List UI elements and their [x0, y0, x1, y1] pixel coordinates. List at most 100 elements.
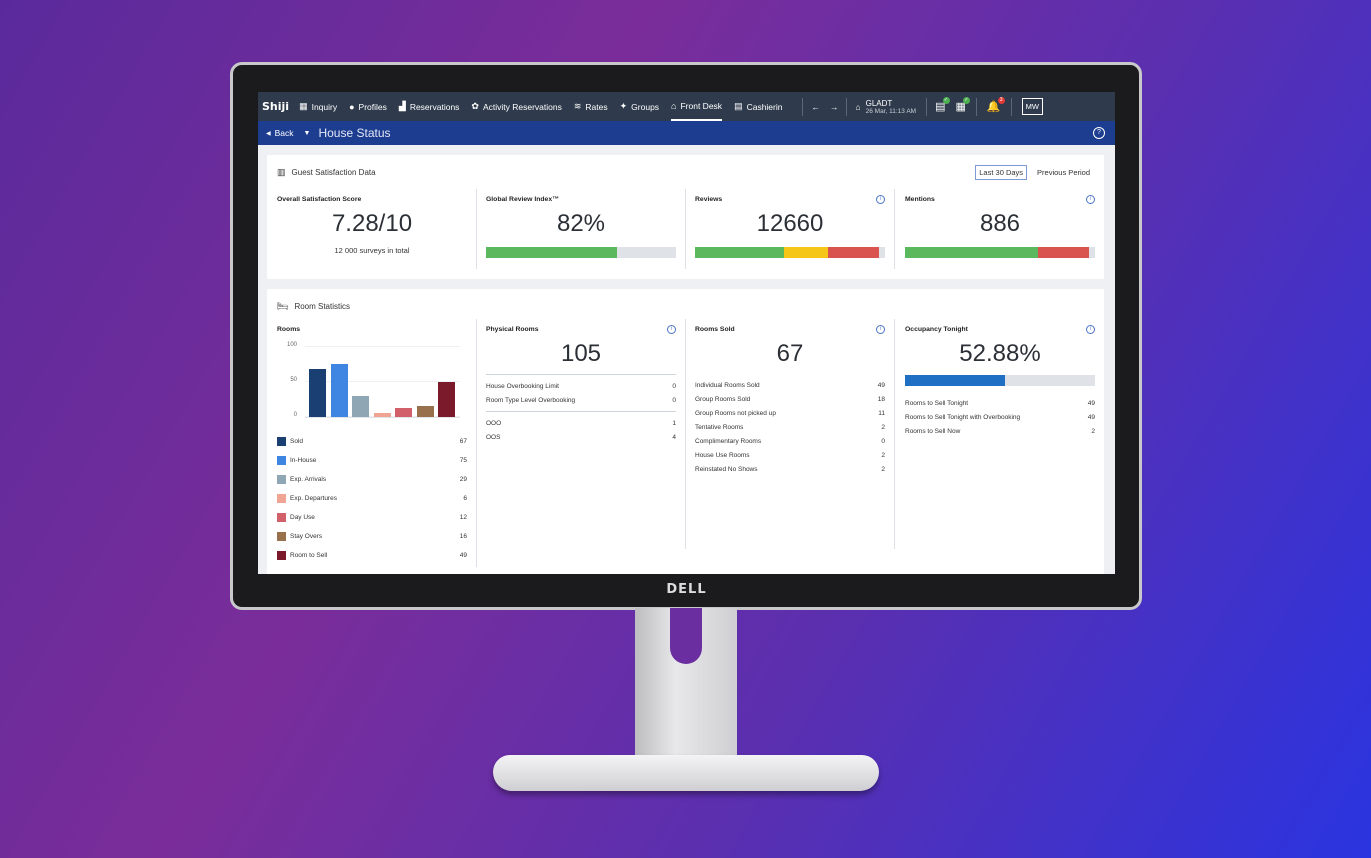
nav-divider: [926, 97, 928, 116]
housekeeping-status-icon[interactable]: ▤ ✓: [935, 97, 950, 113]
chart-bar-day-use[interactable]: [395, 408, 412, 417]
stat-row: Rooms to Sell Tonight 49: [905, 396, 1095, 410]
divider: [685, 319, 686, 549]
chart-bar-sold[interactable]: [309, 369, 326, 417]
dropdown-caret-icon[interactable]: ▼: [303, 129, 311, 137]
stat-label: OOO: [486, 419, 502, 427]
help-icon[interactable]: ?: [1093, 127, 1105, 139]
reviews-bar-segment: [879, 247, 885, 258]
nav-item-inquiry[interactable]: ▦ Inquiry: [299, 92, 337, 121]
legend-label: Exp. Arrivals: [290, 476, 327, 483]
nav-divider: [802, 97, 804, 116]
back-arrow-icon[interactable]: ←: [811, 101, 820, 112]
nav-item-front-desk[interactable]: ⌂ Front Desk: [671, 92, 723, 121]
period-previous[interactable]: Previous Period: [1037, 168, 1090, 177]
user-avatar[interactable]: MW: [1021, 98, 1043, 115]
legend-swatch: [277, 551, 286, 560]
chart-bar-room-to-sell[interactable]: [438, 382, 455, 417]
info-icon[interactable]: i: [876, 325, 885, 334]
survey-count: 12 000 surveys in total: [334, 246, 410, 255]
mentions-bar: [905, 247, 1095, 258]
chart-bar-exp-arrivals[interactable]: [352, 396, 369, 417]
gri-bar: [486, 247, 676, 258]
score-value: 7.28: [331, 210, 379, 237]
legend-value: 75: [459, 457, 467, 464]
nav-item-label: Rates: [585, 101, 608, 112]
gri-value: 82%: [556, 210, 606, 237]
stat-label: Group Rooms Sold: [695, 395, 751, 403]
legend-value: 49: [459, 552, 467, 559]
legend-item: Stay Overs 16: [277, 527, 467, 546]
notification-bell-icon[interactable]: 🔔 3: [987, 97, 1005, 113]
overbooking-list: House Overbooking Limit 0 Room Type Level …: [486, 379, 676, 407]
cashier-status-icon[interactable]: ▦ ✓: [955, 97, 970, 113]
gri-bar-segment: [486, 247, 618, 258]
period-toggle: Last 30 Days Previous Period: [975, 165, 1090, 180]
overall-score: 7.28/10: [277, 210, 467, 238]
legend-label: Sold: [290, 438, 304, 445]
mentions-panel: Mentions i 886: [905, 195, 1095, 258]
legend-item: Exp. Arrivals 29: [277, 470, 467, 489]
calendar-icon: ▦: [299, 101, 308, 111]
stat-row: Complimentary Rooms 0: [695, 434, 885, 448]
stat-value: 49: [877, 381, 885, 389]
back-button[interactable]: ◀ Back: [266, 128, 294, 138]
rates-icon: ≋: [573, 101, 582, 111]
y-tick-label: 50: [290, 377, 297, 383]
global-review-index-panel: Global Review Index™ 82%: [486, 196, 676, 258]
card-title: Guest Satisfaction Data: [291, 168, 376, 177]
legend-value: 29: [459, 476, 467, 483]
panel-title: Rooms: [277, 326, 301, 333]
activity-icon: ✿: [471, 101, 479, 111]
nav-item-profiles[interactable]: ● Profiles: [349, 92, 387, 121]
nav-item-reservations[interactable]: ▟ Reservations: [399, 92, 460, 121]
hotel-date: 26 Mar, 11:13 AM: [865, 107, 917, 115]
legend-swatch: [277, 456, 286, 465]
score-max: 10: [385, 210, 413, 237]
period-last-30-days[interactable]: Last 30 Days: [975, 165, 1028, 180]
panel-title: Occupancy Tonight: [905, 326, 968, 333]
nav-item-activity-reservations[interactable]: ✿ Activity Reservations: [471, 92, 561, 121]
nav-item-label: Cashierin: [746, 101, 783, 112]
hotel-selector[interactable]: ⌂ GLADT 26 Mar, 11:13 AM: [855, 99, 916, 115]
chart-bar-in-house[interactable]: [330, 363, 348, 417]
forward-arrow-icon[interactable]: →: [829, 101, 839, 112]
info-icon[interactable]: i: [667, 325, 676, 334]
nav-item-cashierin[interactable]: ▤ Cashierin: [734, 92, 782, 121]
stat-label: Tentative Rooms: [695, 423, 744, 431]
app-screen: Shiji ▦ Inquiry ● Profiles ▟ Reservations ✿ Act…: [258, 92, 1115, 574]
gridline: [305, 381, 460, 382]
home-icon: ⌂: [855, 101, 861, 112]
info-icon[interactable]: i: [1086, 195, 1095, 204]
stat-row: OOO 1: [486, 416, 676, 430]
chart-bar-stay-overs[interactable]: [416, 405, 434, 417]
stat-value: 49: [1087, 399, 1095, 407]
shiji-logo[interactable]: Shiji: [262, 100, 290, 113]
info-icon[interactable]: i: [1086, 325, 1095, 334]
chart-bar-exp-departures[interactable]: [373, 412, 391, 417]
cashier-icon: ▤: [734, 101, 743, 111]
info-icon[interactable]: i: [876, 195, 885, 204]
stat-value: 11: [878, 409, 885, 417]
nav-item-label: Profiles: [358, 101, 387, 112]
stat-row: Room Type Level Overbooking 0: [486, 393, 676, 407]
groups-icon: ✦: [619, 101, 628, 111]
legend-label: Exp. Departures: [290, 495, 337, 502]
occupancy-list: Rooms to Sell Tonight 49 Rooms to Sell Ton…: [905, 396, 1095, 438]
stat-label: Room Type Level Overbooking: [486, 396, 576, 404]
stat-row: Group Rooms Sold 18: [695, 392, 885, 406]
stat-row: House Overbooking Limit 0: [486, 379, 676, 393]
nav-divider: [846, 97, 848, 116]
stat-value: 2: [881, 465, 885, 473]
occupancy-bar: [905, 375, 1095, 386]
stat-value: 2: [881, 423, 885, 431]
reviews-bar-segment: [827, 247, 880, 258]
legend-swatch: [277, 513, 286, 522]
legend-item: Day Use 12: [277, 508, 467, 527]
nav-item-groups[interactable]: ✦ Groups: [620, 92, 659, 121]
nav-items: ▦ Inquiry ● Profiles ▟ Reservations ✿ Activity …: [299, 92, 794, 121]
rooms-chart: 100 50 0: [277, 342, 467, 418]
stat-value: 0: [881, 437, 885, 445]
legend-value: 12: [459, 514, 467, 521]
nav-item-rates[interactable]: ≋ Rates: [574, 92, 608, 121]
